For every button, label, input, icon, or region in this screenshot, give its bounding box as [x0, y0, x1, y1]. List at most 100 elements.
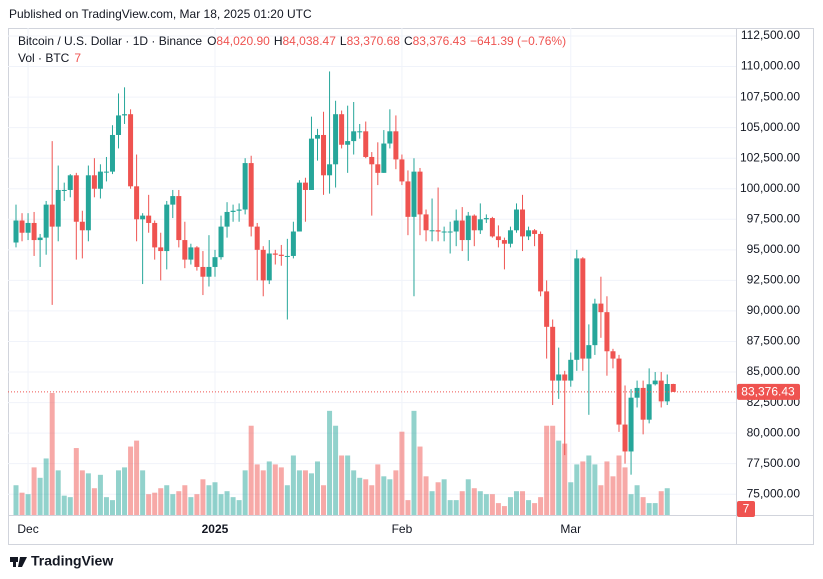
volume-bar: [152, 492, 158, 515]
volume-bar: [423, 476, 429, 515]
candle-body: [13, 220, 19, 243]
volume-bar: [520, 491, 526, 515]
volume-bar: [13, 485, 19, 515]
volume-bar: [254, 464, 260, 515]
candle-body: [550, 326, 556, 381]
candle-body: [266, 253, 272, 281]
volume-bar: [188, 497, 194, 515]
candle-body: [646, 384, 652, 420]
volume-bar: [435, 482, 441, 515]
volume-bar: [526, 500, 532, 515]
volume-bar: [574, 464, 580, 515]
volume-bar: [556, 440, 562, 515]
volume-bar: [393, 470, 399, 515]
candle-body: [242, 163, 248, 210]
published-note: Published on TradingView.com, Mar 18, 20…: [9, 7, 312, 21]
volume-bar: [471, 488, 477, 515]
volume-bar: [321, 485, 327, 515]
y-tick-label: 77,500.00: [747, 456, 801, 470]
candle-body: [170, 196, 176, 205]
candle-body: [610, 351, 616, 359]
candle-body: [393, 131, 399, 160]
volume-bar: [646, 503, 652, 515]
volume-bar: [592, 464, 598, 515]
y-tick-label: 87,500.00: [747, 334, 801, 348]
volume-bar: [25, 494, 31, 515]
candle-body: [652, 380, 658, 385]
candle-body: [134, 186, 140, 220]
volume-bar: [260, 470, 266, 515]
volume-bar: [604, 461, 610, 515]
candle-body: [290, 231, 296, 256]
candle-body: [604, 312, 610, 352]
volume-bar: [357, 477, 363, 515]
candle-body: [85, 175, 91, 231]
candle-body: [423, 214, 429, 231]
volume-bar: [345, 455, 351, 515]
volume-bar: [49, 393, 55, 515]
volume-bar: [206, 485, 212, 515]
candle-body: [128, 114, 134, 187]
legend-prefix: H: [274, 34, 283, 48]
y-tick-label: 112,500.00: [741, 28, 800, 42]
volume-bar: [411, 410, 417, 515]
volume-bar: [176, 491, 182, 515]
candle-body: [339, 114, 345, 145]
volume-bar: [224, 491, 230, 515]
volume-bar: [634, 485, 640, 515]
y-tick-label: 107,500.00: [740, 89, 800, 103]
candle-body: [254, 226, 260, 250]
volume-bar: [19, 492, 25, 515]
candle-body: [212, 257, 218, 267]
candle-body: [580, 258, 586, 359]
candle-body: [188, 247, 194, 260]
candle-body: [351, 131, 357, 142]
volume-bar: [598, 485, 604, 515]
candle-body: [79, 221, 85, 231]
volume-bar: [73, 448, 79, 515]
volume-bar: [652, 503, 658, 515]
candle-body: [598, 303, 604, 313]
volume-bar: [610, 476, 616, 515]
candle-body: [116, 115, 122, 135]
candle-body: [122, 114, 128, 116]
y-tick-label: 95,000.00: [747, 242, 801, 256]
volume-bar: [562, 443, 568, 515]
volume-bar: [375, 464, 381, 515]
volume-bar: [146, 494, 152, 515]
volume-bar: [550, 425, 556, 515]
candle-body: [483, 218, 489, 220]
candle-body: [513, 209, 519, 231]
candle-body: [453, 220, 459, 232]
candle-body: [67, 175, 73, 190]
volume-bar: [31, 467, 37, 515]
volume-bar: [55, 470, 61, 515]
volume-bar: [164, 485, 170, 515]
volume-bar: [507, 497, 513, 515]
candle-body: [260, 249, 266, 281]
candle-body: [43, 204, 49, 238]
volume-legend-value: 7: [74, 51, 81, 65]
volume-bar: [501, 506, 507, 515]
volume-bar: [43, 458, 49, 515]
volume-bar: [134, 440, 140, 515]
volume-bar: [170, 494, 176, 515]
volume-bar: [568, 482, 574, 515]
volume-bar: [79, 470, 85, 515]
candle-body: [634, 387, 640, 398]
legend-value: 84,038.47: [282, 34, 336, 48]
candle-body: [218, 226, 224, 258]
volume-bar: [212, 482, 218, 515]
volume-bar: [91, 488, 97, 515]
candle-body: [538, 233, 544, 292]
candle-body: [375, 164, 381, 173]
legend-value: 83,370.68: [347, 34, 401, 48]
candle-body: [296, 182, 302, 232]
candle-body: [272, 253, 278, 255]
volume-bar: [399, 431, 405, 515]
volume-bar: [477, 491, 483, 515]
x-tick-label: Dec: [17, 522, 38, 536]
candle-body: [37, 237, 43, 241]
y-tick-label: 102,500.00: [740, 150, 800, 164]
candle-body: [556, 374, 562, 381]
